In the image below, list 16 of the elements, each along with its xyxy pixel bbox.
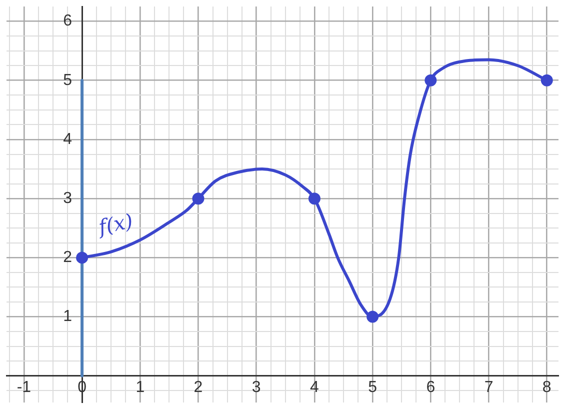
- y-tick-label: 2: [63, 249, 72, 266]
- x-tick-label: 3: [252, 378, 261, 396]
- x-tick-label: -1: [16, 378, 32, 396]
- x-tick-label: 6: [426, 378, 436, 396]
- y-tick-label: 1: [63, 308, 72, 326]
- y-tick-label: 5: [63, 72, 72, 89]
- y-tick-label: 3: [63, 190, 72, 207]
- x-tick-label: 1: [136, 378, 145, 396]
- x-tick-label: 4: [310, 378, 320, 396]
- x-tick-label: 5: [368, 378, 378, 396]
- y-tick-label: 6: [63, 12, 72, 30]
- y-tick-label: 4: [63, 130, 72, 148]
- x-tick-label: 2: [194, 378, 203, 396]
- annotation: f(x): [94, 208, 135, 240]
- x-tick-label: 8: [542, 378, 552, 396]
- x-tick-label: 7: [484, 378, 494, 396]
